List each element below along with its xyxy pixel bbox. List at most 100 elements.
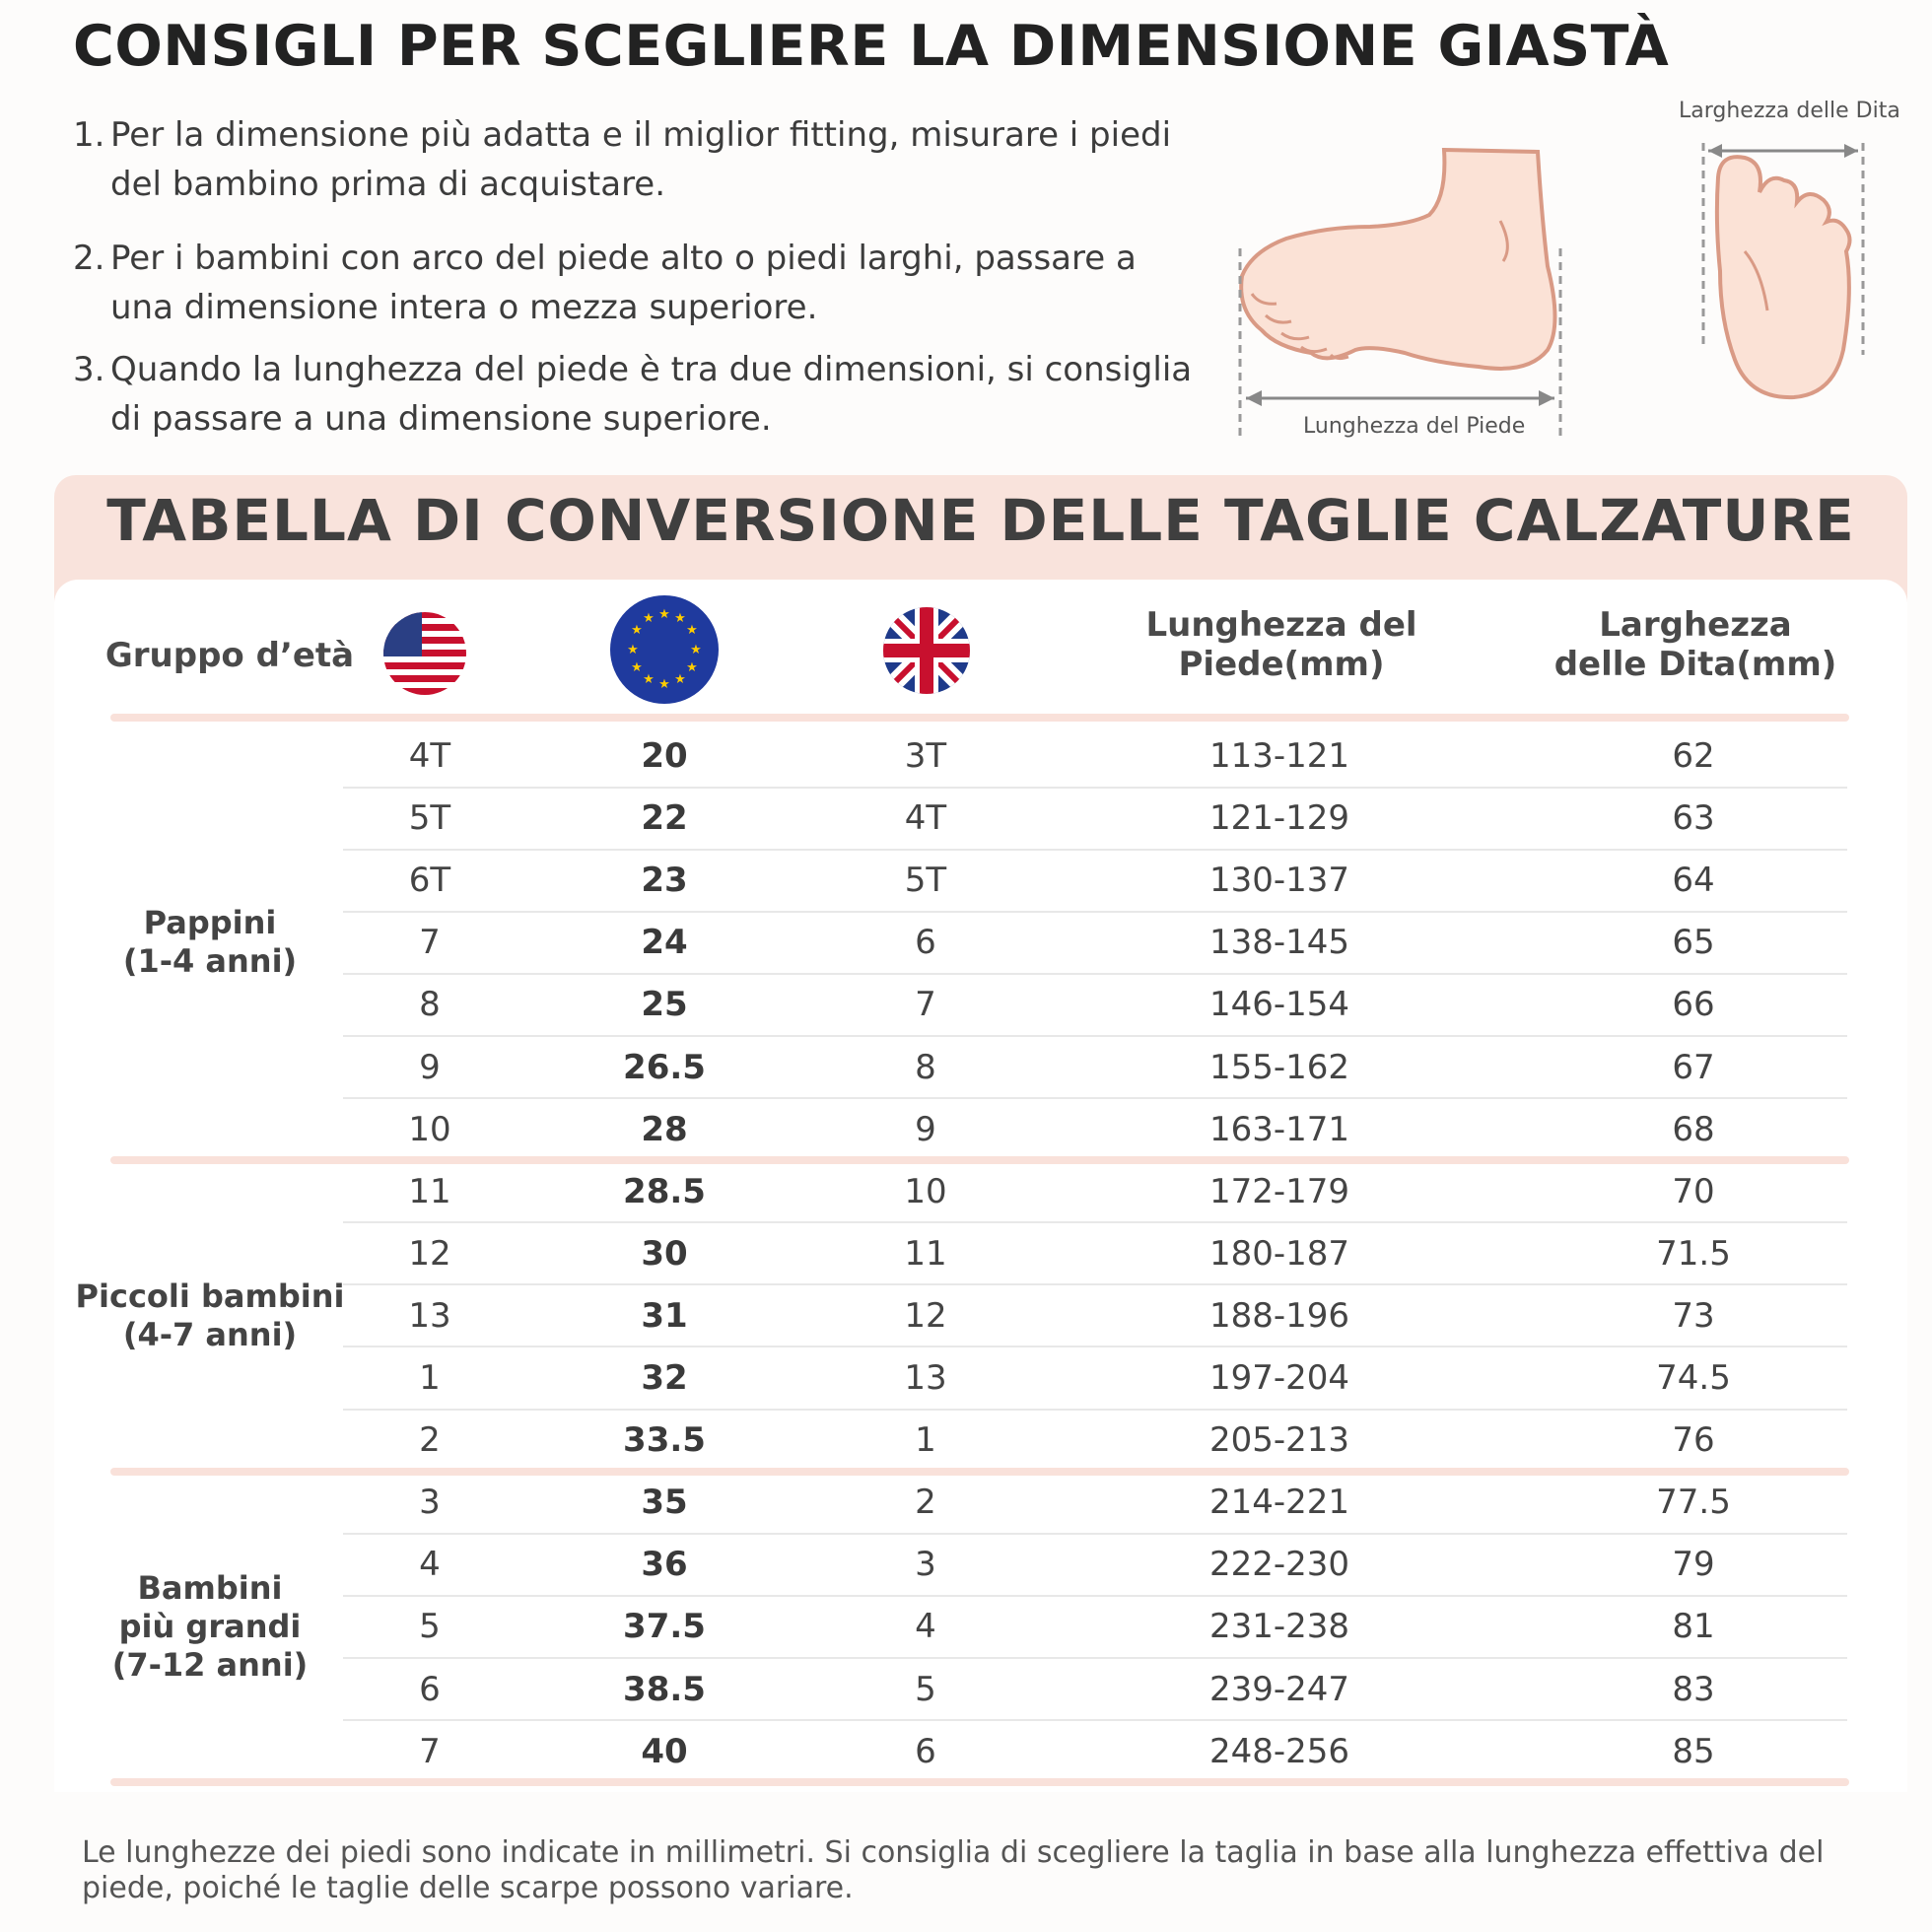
foot-length-cell: 163-171 [1208, 1109, 1350, 1149]
age-group-label-line: Piccoli bambini [75, 1276, 345, 1315]
svg-text:★: ★ [627, 643, 639, 657]
tip-number: 2. [73, 239, 105, 278]
foot-length-cell: 180-187 [1208, 1233, 1350, 1274]
uk-size-cell: 12 [904, 1295, 947, 1336]
header-toe-width: Larghezza delle Dita(mm) [1553, 605, 1837, 684]
row-divider [343, 1221, 1847, 1224]
foot-length-cell: 248-256 [1208, 1731, 1350, 1771]
header-foot-length: Lunghezza del Piede(mm) [1145, 605, 1417, 684]
age-group-label-line: Pappini [143, 904, 277, 942]
foot-length-cell: 130-137 [1208, 861, 1350, 901]
foot-length-cell: 197-204 [1208, 1358, 1350, 1398]
svg-text:★: ★ [658, 677, 670, 692]
foot-length-cell: 205-213 [1208, 1420, 1350, 1461]
tip-item: 1. Per la dimensione più adatta e il mig… [73, 110, 1207, 209]
us-size-cell: 5T [408, 798, 451, 839]
uk-size-cell: 3 [915, 1545, 936, 1585]
eu-size-cell: 26.5 [623, 1047, 706, 1087]
us-size-cell: 9 [419, 1047, 441, 1087]
uk-size-cell: 13 [904, 1358, 947, 1398]
us-size-cell: 4T [408, 736, 451, 776]
uk-size-cell: 3T [904, 736, 947, 776]
foot-length-cell: 172-179 [1208, 1171, 1350, 1211]
foot-length-cell: 113-121 [1208, 736, 1350, 776]
footnote: Le lunghezze dei piedi sono indicate in … [82, 1835, 1825, 1905]
us-size-cell: 1 [419, 1358, 441, 1398]
uk-size-cell: 9 [915, 1109, 936, 1149]
row-divider [343, 1346, 1847, 1348]
foot-side-illustration [1238, 147, 1562, 439]
uk-size-cell: 4 [915, 1607, 936, 1647]
tip-text: Per i bambini con arco del piede alto o … [110, 239, 1137, 327]
eu-size-cell: 25 [641, 985, 688, 1025]
toe-width-cell: 62 [1672, 736, 1715, 776]
row-divider [343, 1719, 1847, 1722]
tip-item: 2. Per i bambini con arco del piede alto… [73, 234, 1207, 332]
toe-width-cell: 63 [1672, 798, 1715, 839]
toe-width-cell: 64 [1672, 861, 1715, 901]
uk-size-cell: 5T [904, 861, 947, 901]
toe-width-cell: 67 [1672, 1047, 1715, 1087]
toe-width-cell: 74.5 [1656, 1358, 1731, 1398]
eu-size-cell: 28 [641, 1109, 688, 1149]
foot-sole-illustration [1701, 143, 1865, 400]
us-size-cell: 11 [408, 1171, 451, 1211]
svg-text:★: ★ [674, 672, 686, 687]
eu-size-cell: 37.5 [623, 1607, 706, 1647]
row-divider [343, 972, 1847, 975]
eu-size-cell: 20 [641, 736, 688, 776]
svg-text:★: ★ [690, 643, 702, 657]
foot-length-cell: 239-247 [1208, 1669, 1350, 1709]
svg-text:★: ★ [643, 611, 655, 626]
us-size-cell: 2 [419, 1420, 441, 1461]
tip-number: 3. [73, 350, 105, 389]
eu-size-cell: 32 [641, 1358, 688, 1398]
group-divider [110, 714, 1849, 722]
row-divider [343, 1532, 1847, 1535]
us-size-cell: 13 [408, 1295, 451, 1336]
row-divider [343, 786, 1847, 789]
foot-length-cell: 138-145 [1208, 923, 1350, 963]
toe-width-cell: 83 [1672, 1669, 1715, 1709]
toe-width-cell: 77.5 [1656, 1483, 1731, 1523]
age-group-label: Piccoli bambini (4-7 anni) [62, 1277, 358, 1354]
age-group-label-line: (7-12 anni) [111, 1645, 309, 1684]
table-card [54, 580, 1907, 1792]
foot-length-cell: 155-162 [1208, 1047, 1350, 1087]
row-divider [343, 1097, 1847, 1100]
toe-width-cell: 71.5 [1656, 1233, 1731, 1274]
tip-number: 1. [73, 115, 105, 155]
svg-text:★: ★ [674, 611, 686, 626]
tip-text: Quando la lunghezza del piede è tra due … [110, 350, 1193, 439]
uk-size-cell: 10 [904, 1171, 947, 1211]
us-size-cell: 7 [419, 1731, 441, 1771]
uk-size-cell: 1 [915, 1420, 936, 1461]
eu-size-cell: 23 [641, 861, 688, 901]
us-size-cell: 6 [419, 1669, 441, 1709]
foot-length-cell: 121-129 [1208, 798, 1350, 839]
age-group-label-line: più grandi [118, 1607, 302, 1645]
tips-list: 1. Per la dimensione più adatta e il mig… [73, 110, 1207, 468]
toe-width-label: Larghezza delle Dita [1679, 99, 1900, 123]
age-group-label-line: (4-7 anni) [122, 1315, 298, 1353]
age-group-label-line: (1-4 anni) [122, 942, 298, 981]
us-size-cell: 7 [419, 923, 441, 963]
toe-width-cell: 70 [1672, 1171, 1715, 1211]
group-divider [110, 1778, 1849, 1787]
uk-size-cell: 11 [904, 1233, 947, 1274]
uk-size-cell: 6 [915, 923, 936, 963]
toe-width-cell: 81 [1672, 1607, 1715, 1647]
toe-width-cell: 85 [1672, 1731, 1715, 1771]
eu-size-cell: 35 [641, 1483, 688, 1523]
svg-text:★: ★ [686, 660, 698, 675]
age-group-label: Pappini (1-4 anni) [62, 904, 358, 981]
toe-width-cell: 66 [1672, 985, 1715, 1025]
us-size-cell: 8 [419, 985, 441, 1025]
eu-size-cell: 24 [641, 923, 688, 963]
svg-text:★: ★ [631, 623, 643, 638]
foot-length-cell: 188-196 [1208, 1295, 1350, 1336]
row-divider [343, 1656, 1847, 1659]
eu-size-cell: 40 [641, 1731, 688, 1771]
us-size-cell: 10 [408, 1109, 451, 1149]
us-flag-icon [383, 612, 466, 695]
